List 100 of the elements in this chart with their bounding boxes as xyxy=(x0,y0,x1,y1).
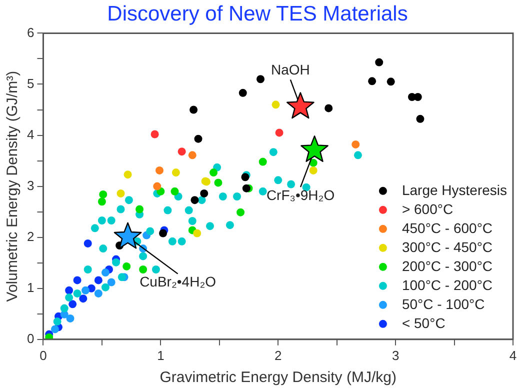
point xyxy=(190,106,198,114)
point xyxy=(114,222,142,249)
point xyxy=(146,227,154,236)
point xyxy=(194,134,202,143)
point xyxy=(287,180,296,188)
point xyxy=(172,168,180,177)
point xyxy=(309,166,318,174)
annotation: NaOH xyxy=(270,62,310,78)
point xyxy=(200,189,208,198)
x-tick-label: 4 xyxy=(509,348,517,363)
point xyxy=(124,170,132,179)
y-tick-label: 5 xyxy=(26,76,34,91)
point xyxy=(99,190,108,198)
point xyxy=(226,221,234,230)
y-axis-title: Volumetric Energy Density (GJ/m³) xyxy=(4,70,22,302)
x-tick-label: 3 xyxy=(392,348,400,363)
point xyxy=(79,294,88,303)
point xyxy=(190,196,199,204)
point xyxy=(269,148,278,156)
point xyxy=(139,252,148,260)
legend-label: 200°C - 300°C xyxy=(402,258,493,274)
point xyxy=(116,205,125,214)
y-tick-label: 0 xyxy=(26,330,34,346)
point xyxy=(53,318,62,326)
point xyxy=(242,184,250,192)
x-axis-title: Gravimetric Energy Density (MJ/kg) xyxy=(160,369,396,386)
annotation: CuBr₂•4H₂O xyxy=(140,274,216,290)
point xyxy=(98,216,106,224)
x-tick-label: 1 xyxy=(157,348,164,363)
point xyxy=(210,168,218,177)
point xyxy=(60,304,68,312)
point xyxy=(324,104,333,112)
point xyxy=(159,229,168,238)
point xyxy=(256,75,264,84)
point xyxy=(73,276,82,284)
point xyxy=(164,206,172,214)
point xyxy=(65,286,74,294)
point xyxy=(375,58,384,66)
point xyxy=(90,224,99,232)
y-tick-label: 6 xyxy=(26,24,34,40)
y-tick-label: 1 xyxy=(26,280,34,295)
legend-label: 450°C - 600°C xyxy=(402,220,493,236)
point xyxy=(99,244,108,253)
point xyxy=(156,166,164,174)
point xyxy=(101,268,110,277)
point xyxy=(352,140,360,148)
point xyxy=(107,216,116,224)
x-tick-label: 2 xyxy=(274,348,282,363)
point xyxy=(107,278,116,286)
point xyxy=(272,100,280,109)
point xyxy=(84,239,92,248)
point xyxy=(188,151,196,160)
point xyxy=(275,128,284,137)
legend-label: 100°C - 200°C xyxy=(402,276,493,293)
point xyxy=(214,178,222,187)
point xyxy=(193,229,202,238)
annotation: CrF₃•9H₂O xyxy=(266,186,335,203)
point xyxy=(274,176,282,184)
legend-label: > 600°C xyxy=(402,200,454,217)
legend-label: < 50°C xyxy=(402,314,446,331)
point xyxy=(139,265,148,274)
point xyxy=(82,286,90,294)
point xyxy=(218,192,227,201)
point xyxy=(206,222,214,230)
point xyxy=(94,289,102,298)
point xyxy=(116,189,125,198)
legend-label: 300°C - 450°C xyxy=(402,238,493,255)
point xyxy=(414,92,422,101)
x-tick-label: 0 xyxy=(40,348,47,363)
point xyxy=(286,92,314,119)
point xyxy=(386,78,395,86)
point xyxy=(354,151,362,160)
point xyxy=(178,237,186,246)
point xyxy=(152,265,160,274)
point xyxy=(98,198,106,206)
point xyxy=(170,187,179,196)
legend-label: Large Hysteresis xyxy=(402,182,508,198)
point xyxy=(416,114,424,123)
point xyxy=(178,148,186,156)
point xyxy=(112,258,120,266)
point xyxy=(236,208,245,216)
y-tick-label: 3 xyxy=(26,178,34,193)
point xyxy=(124,196,133,204)
point xyxy=(136,205,144,214)
point xyxy=(65,294,74,302)
point xyxy=(45,333,54,340)
point xyxy=(188,217,196,226)
point xyxy=(94,276,102,284)
point xyxy=(66,314,74,322)
point xyxy=(238,88,247,97)
point xyxy=(122,262,131,270)
point xyxy=(118,273,126,282)
point xyxy=(233,192,242,201)
point xyxy=(258,158,267,166)
y-tick-label: 2 xyxy=(26,228,34,244)
point xyxy=(68,300,77,308)
point xyxy=(258,187,267,196)
y-tick-label: 4 xyxy=(26,126,34,142)
point xyxy=(150,130,159,138)
point xyxy=(153,182,162,190)
